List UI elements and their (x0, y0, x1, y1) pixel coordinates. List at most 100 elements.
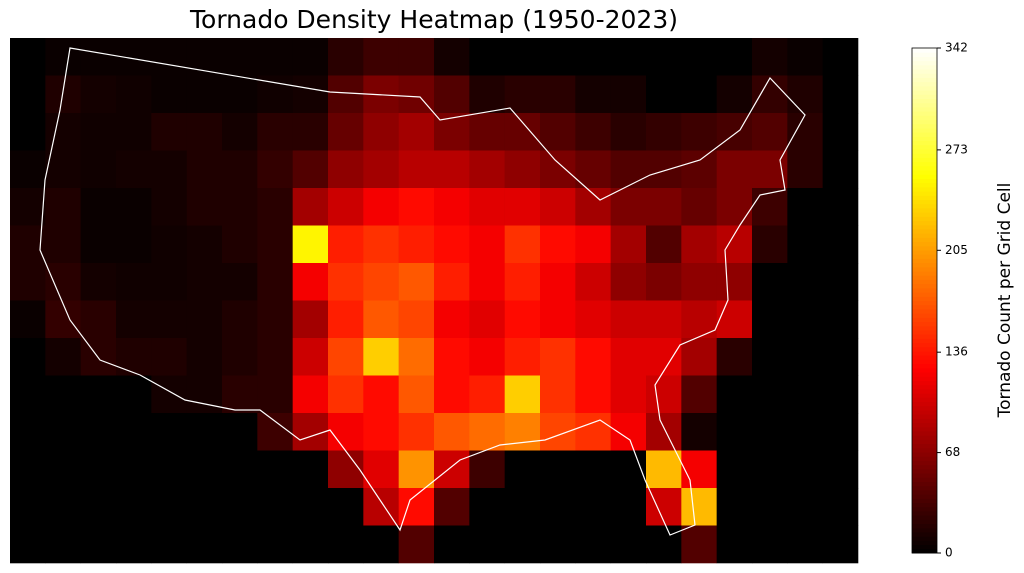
colorbar-segment (912, 228, 937, 234)
heat-cell (434, 225, 470, 264)
heat-cell (752, 450, 788, 489)
heat-cell (540, 375, 576, 414)
heat-cell (363, 113, 399, 151)
heat-cell (292, 263, 329, 301)
colorbar-segment (912, 195, 937, 200)
heat-cell (363, 450, 399, 489)
colorbar-segment (912, 157, 937, 163)
heat-cell (646, 300, 682, 339)
heat-cell (646, 113, 682, 151)
heat-cell (10, 525, 46, 564)
chart-title: Tornado Density Heatmap (1950-2023) (189, 5, 678, 34)
heat-cell (80, 338, 117, 376)
heat-cell (10, 488, 46, 526)
heat-cell (292, 375, 329, 414)
colorbar-segment (912, 334, 937, 339)
heat-cell (434, 375, 470, 414)
heat-cell (752, 525, 788, 564)
heat-cell (151, 525, 187, 564)
colorbar-segment (912, 502, 937, 508)
heat-cell (716, 450, 753, 489)
heat-cell (787, 188, 823, 226)
colorbar-tick-label: 0 (945, 546, 953, 560)
heat-cell (45, 413, 81, 451)
heat-cell (116, 75, 152, 114)
heat-cell (186, 450, 223, 489)
heat-cell (363, 263, 399, 301)
colorbar-segment (912, 245, 937, 251)
colorbar-segment (912, 292, 937, 297)
colorbar-segment (912, 81, 937, 87)
heat-cell (752, 113, 788, 151)
colorbar-segment (912, 165, 937, 171)
heat-cell (151, 188, 187, 226)
heat-cell (222, 375, 258, 414)
colorbar-segment (912, 237, 937, 243)
heat-cell (398, 188, 435, 226)
heat-cell (469, 75, 505, 114)
heat-cell (681, 188, 717, 226)
heat-cell (610, 300, 647, 339)
heat-cell (292, 38, 329, 76)
heat-cell (116, 375, 152, 414)
colorbar-segment (912, 203, 937, 209)
heat-cell (716, 338, 753, 376)
heat-cell (222, 225, 258, 264)
colorbar-segment (912, 48, 937, 53)
colorbar-segment (912, 304, 937, 310)
heat-cell (469, 225, 505, 264)
colorbar-segment (912, 73, 937, 78)
colorbar-segment (912, 283, 937, 289)
colorbar-segment (912, 98, 937, 104)
heat-cell (45, 525, 81, 564)
heat-cell (610, 38, 647, 76)
heat-cell (469, 113, 505, 151)
heat-cell (328, 488, 364, 526)
heat-cell (328, 525, 364, 564)
colorbar-segment (912, 342, 937, 348)
colorbar-segment (912, 422, 937, 428)
heat-cell (575, 263, 611, 301)
colorbar-segment (912, 414, 937, 419)
heat-cell (434, 450, 470, 489)
heat-cell (681, 113, 717, 151)
heat-cell (787, 113, 823, 151)
heat-cell (292, 75, 329, 114)
heat-cell (80, 225, 117, 264)
heat-cell (151, 488, 187, 526)
heat-cell (469, 338, 505, 376)
heat-cell (45, 75, 81, 114)
heat-cell (10, 150, 46, 189)
heat-cell (822, 188, 859, 226)
heat-cell (752, 375, 788, 414)
heat-cell (646, 75, 682, 114)
heat-cell (186, 188, 223, 226)
heat-cell (186, 300, 223, 339)
colorbar-segment (912, 308, 937, 314)
heat-cell (151, 38, 187, 76)
heat-cell (469, 150, 505, 189)
colorbar-segment (912, 481, 937, 487)
heat-cell (646, 150, 682, 189)
heat-cell (434, 188, 470, 226)
colorbar-segment (912, 90, 937, 95)
heat-cell (363, 188, 399, 226)
heat-cell (822, 300, 859, 339)
heat-cell (116, 450, 152, 489)
heat-cell (292, 413, 329, 451)
heat-cell (575, 488, 611, 526)
colorbar-segment (912, 452, 937, 457)
colorbar-segment (912, 170, 937, 175)
heat-cell (80, 75, 117, 114)
colorbar-segment (912, 397, 937, 402)
heat-cell (151, 263, 187, 301)
heat-cell (575, 450, 611, 489)
heat-cell (575, 375, 611, 414)
heat-cell (540, 525, 576, 564)
colorbar-segment (912, 405, 937, 411)
colorbar-tick-label: 136 (945, 345, 968, 359)
heat-cell (222, 38, 258, 76)
heat-cell (540, 488, 576, 526)
heat-cell (292, 338, 329, 376)
heat-cell (646, 413, 682, 451)
